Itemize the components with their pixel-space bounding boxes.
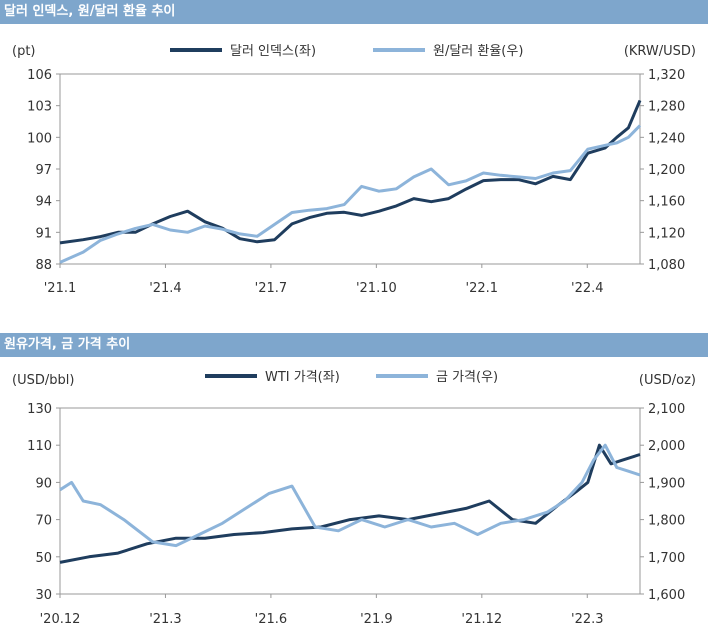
chart2-x-tick-label: '21.9 [360, 612, 393, 627]
chart2-left-tick-label: 30 [35, 588, 52, 603]
chart2-left-tick-label: 90 [35, 476, 52, 491]
chart1-left-unit: (pt) [12, 44, 36, 59]
chart1-x-tick-label: '21.10 [356, 281, 397, 296]
chart1-right-tick-label: 1,120 [648, 226, 685, 241]
chart1-left-tick-label: 100 [27, 131, 52, 146]
chart2-left-tick-label: 110 [27, 439, 52, 454]
chart2-legend-label-2: 금 가격(우) [436, 370, 498, 385]
chart2-right-tick-label: 2,000 [648, 439, 685, 454]
chart2-right-tick-label: 2,100 [648, 402, 685, 417]
chart2-series-1-line [59, 443, 641, 564]
chart1-series-2-line [59, 124, 642, 264]
chart1-title: 달러 인덱스, 원/달러 환율 추이 [0, 0, 708, 24]
chart1-series-1-line [59, 99, 642, 245]
chart1-x-tick-label: '21.7 [255, 281, 288, 296]
chart1-legend: 달러 인덱스(좌) 원/달러 환율(우) [170, 44, 523, 59]
chart2-left-tick-label: 70 [35, 514, 52, 529]
chart2-legend-label-1: WTI 가격(좌) [265, 370, 340, 385]
chart1-x-tick-label: '21.4 [149, 281, 182, 296]
chart2-legend: WTI 가격(좌) 금 가격(우) [205, 370, 498, 385]
chart1-left-tick-label: 88 [35, 258, 52, 273]
chart1-x-tick-label: '21.1 [44, 281, 77, 296]
chart1-right-tick-label: 1,240 [648, 131, 685, 146]
chart2-left-unit: (USD/bbl) [12, 373, 74, 388]
chart1-legend-label-1: 달러 인덱스(좌) [230, 44, 316, 59]
chart1-left-tick-label: 103 [27, 100, 52, 115]
chart2-right-tick-label: 1,700 [648, 551, 685, 566]
chart2-x-tick-label: '21.6 [255, 612, 288, 627]
chart1-x-tick-label: '22.1 [466, 281, 499, 296]
chart1-right-tick-label: 1,160 [648, 195, 685, 210]
chart2-x-tick-label: '20.12 [40, 612, 81, 627]
chart2-left-tick-label: 50 [35, 551, 52, 566]
chart2-left-tick-label: 130 [27, 402, 52, 417]
chart1-left-tick-label: 97 [35, 163, 52, 178]
chart1-legend-label-2: 원/달러 환율(우) [433, 44, 523, 59]
chart1-right-unit: (KRW/USD) [624, 44, 696, 59]
chart2-x-tick-label: '21.3 [149, 612, 182, 627]
chart1-left-tick-label: 94 [35, 195, 52, 210]
chart2-x-tick-label: '22.3 [571, 612, 604, 627]
dollar-index-krw-chart: (pt) (KRW/USD) 달러 인덱스(좌) 원/달러 환율(우) 106 1… [12, 44, 696, 296]
chart2-x-tick-label: '21.12 [461, 612, 502, 627]
chart2-plot-frame [59, 407, 641, 595]
chart2-right-tick-label: 1,900 [648, 476, 685, 491]
chart2-right-tick-label: 1,800 [648, 514, 685, 529]
chart1-right-tick-label: 1,280 [648, 100, 685, 115]
chart1-right-tick-label: 1,080 [648, 258, 685, 273]
wti-gold-chart: (USD/bbl) (USD/oz) WTI 가격(좌) 금 가격(우) 130… [12, 370, 696, 627]
chart1-right-tick-label: 1,320 [648, 68, 685, 83]
chart1-plot-frame [59, 73, 641, 265]
chart2-title: 원유가격, 금 가격 추이 [0, 333, 708, 357]
chart1-right-tick-label: 1,200 [648, 163, 685, 178]
chart2-series-2-line [59, 443, 641, 548]
chart2-right-unit: (USD/oz) [639, 373, 696, 388]
chart1-x-tick-label: '22.4 [571, 281, 604, 296]
chart2-right-tick-label: 1,600 [648, 588, 685, 603]
chart1-left-tick-label: 91 [35, 226, 52, 241]
chart1-left-tick-label: 106 [27, 68, 52, 83]
